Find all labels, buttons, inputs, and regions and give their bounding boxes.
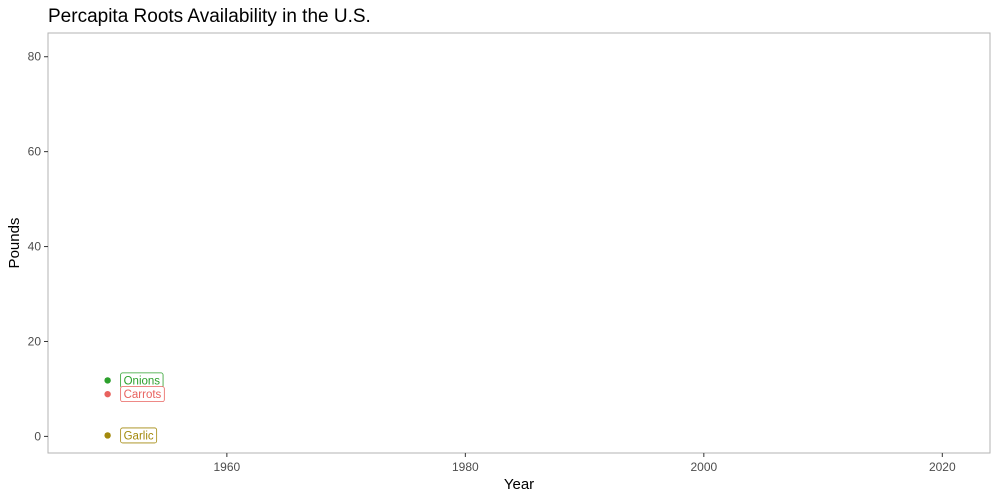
carrots-point xyxy=(104,390,111,398)
plot-panel xyxy=(47,32,991,454)
x-tick-label: 2000 xyxy=(690,460,717,474)
carrots-label: Carrots xyxy=(124,389,162,401)
x-axis: 1960 1980 2000 2020 xyxy=(214,453,956,474)
garlic-point xyxy=(104,432,111,439)
x-tick-label: 1980 xyxy=(452,460,479,474)
y-tick-label: 20 xyxy=(28,334,42,348)
y-tick-label: 40 xyxy=(28,240,42,254)
garlic-label: Garlic xyxy=(124,430,154,442)
garlic-label-box xyxy=(120,427,158,444)
y-axis: 0 20 40 60 80 xyxy=(28,50,48,443)
y-axis-title: Pounds xyxy=(6,218,23,269)
chart-title: Percapita Roots Availability in the U.S. xyxy=(48,6,371,27)
x-tick-label: 1960 xyxy=(214,460,241,474)
onions-label: Onions xyxy=(124,375,161,387)
y-tick-label: 80 xyxy=(28,50,42,64)
data-layer: Onions Carrots Garlic xyxy=(104,372,165,444)
x-tick-label: 2020 xyxy=(929,460,956,474)
y-tick-label: 0 xyxy=(34,429,41,443)
onions-point xyxy=(104,377,111,384)
carrots-label-box xyxy=(120,386,165,403)
x-axis-title: Year xyxy=(504,476,534,493)
y-tick-label: 60 xyxy=(28,145,42,159)
